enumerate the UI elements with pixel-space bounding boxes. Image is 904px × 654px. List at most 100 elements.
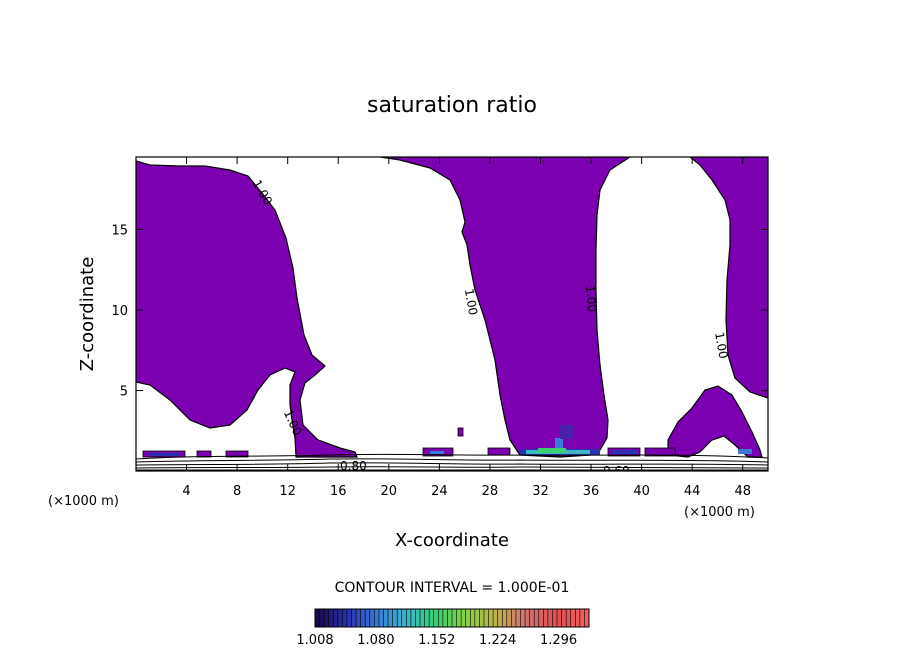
patch — [225, 450, 249, 458]
colorbar-cell — [315, 609, 321, 627]
colorbar-cell — [342, 609, 348, 627]
colorbar-cell — [429, 609, 435, 627]
colorbar-cell — [470, 609, 476, 627]
contour-label: 1.00 — [462, 288, 480, 317]
x-tick-label: 24 — [431, 484, 448, 499]
colorbar-cell — [493, 609, 499, 627]
colorbar-frame — [314, 608, 590, 628]
x-unit-right: (×1000 m) — [684, 505, 755, 520]
contour-interval: CONTOUR INTERVAL = 1.000E-01 — [335, 580, 570, 596]
colorbar-cell — [566, 609, 572, 627]
colorbar-cell — [525, 609, 531, 627]
colorbar-cell — [397, 609, 403, 627]
colorbar-cell — [415, 609, 421, 627]
colorbar-cell — [365, 609, 371, 627]
contour-label: 0.60 — [603, 464, 630, 478]
colorbar-cell — [401, 609, 407, 627]
colorbar-tick-label: 1.008 — [296, 633, 333, 648]
core — [430, 451, 444, 454]
colorbar-cell — [579, 609, 585, 627]
colorbar-cell — [543, 609, 549, 627]
x-tick-label: 16 — [330, 484, 347, 499]
colorbar-cell — [461, 609, 467, 627]
plot-area: 1.001.00 1.001.001.000.80 0.60 — [136, 157, 768, 478]
colorbar-cell — [324, 609, 330, 627]
high-saturation-cores — [150, 425, 752, 456]
colorbar-cell — [547, 609, 553, 627]
colorbar-cell — [488, 609, 494, 627]
colorbar-cell — [328, 609, 334, 627]
colorbar-cell — [452, 609, 458, 627]
colorbar-cell — [374, 609, 380, 627]
patch — [457, 427, 464, 437]
core — [555, 438, 563, 448]
colorbar-cell — [474, 609, 480, 627]
colorbar-cell — [337, 609, 343, 627]
patch — [487, 447, 511, 456]
colorbar-cell — [538, 609, 544, 627]
colorbar-cell — [447, 609, 453, 627]
core — [560, 425, 574, 439]
colorbar-cell — [392, 609, 398, 627]
colorbar-cell — [511, 609, 517, 627]
colorbar-cell — [575, 609, 581, 627]
patch — [644, 447, 676, 457]
colorbar-cell — [529, 609, 535, 627]
y-tick-label: 5 — [120, 384, 128, 399]
colorbar-cell — [584, 609, 590, 627]
colorbar-cell — [465, 609, 471, 627]
colorbar-cell — [456, 609, 462, 627]
x-axis-label: X-coordinate — [395, 530, 509, 551]
colorbar-cell — [506, 609, 512, 627]
colorbar-tick-label: 1.296 — [540, 633, 577, 648]
colorbar-cell — [497, 609, 503, 627]
contour-label: 1.00 — [712, 331, 730, 360]
colorbar-cell — [351, 609, 357, 627]
contour-labels: 1.001.00 1.001.001.000.80 0.60 — [250, 177, 731, 478]
region-right-lobe — [667, 385, 763, 458]
x-tick-label: 4 — [182, 484, 190, 499]
core — [738, 449, 752, 454]
colorbar-cell — [356, 609, 362, 627]
core — [150, 453, 180, 456]
colorbar-cell — [438, 609, 444, 627]
x-tick-label: 32 — [532, 484, 549, 499]
colorbar-cell — [424, 609, 430, 627]
core — [612, 450, 638, 454]
colorbar-cell — [570, 609, 576, 627]
x-tick-label: 36 — [583, 484, 600, 499]
region-left-plume — [136, 160, 358, 458]
colorbar-cell — [561, 609, 567, 627]
colorbar-cell — [388, 609, 394, 627]
colorbar-cell — [333, 609, 339, 627]
colorbar-cell — [483, 609, 490, 627]
y-tick-label: 10 — [111, 304, 128, 319]
colorbar-cell — [346, 609, 353, 627]
colorbar-cell — [479, 609, 485, 627]
colorbar-cell — [520, 609, 526, 627]
colorbar-cell — [319, 609, 325, 627]
x-tick-label: 44 — [684, 484, 701, 499]
colorbar-cell — [383, 609, 389, 627]
colorbar: 1.008 1.080 1.152 1.224 1.296 — [296, 608, 590, 648]
supersaturated-regions — [136, 157, 768, 458]
colorbar-cell — [534, 609, 540, 627]
colorbar-tick-label: 1.152 — [418, 633, 455, 648]
x-axis: 4 8 12 16 20 24 28 32 36 40 44 48 — [182, 157, 751, 499]
colorbar-cell — [360, 609, 366, 627]
plot-frame — [135, 156, 769, 472]
colorbar-cell — [557, 609, 563, 627]
x-tick-label: 40 — [633, 484, 650, 499]
low-contours — [136, 453, 768, 471]
x-tick-label: 12 — [279, 484, 296, 499]
colorbar-cell — [406, 609, 412, 627]
y-tick-label: 15 — [111, 223, 128, 238]
x-tick-label: 20 — [381, 484, 398, 499]
x-tick-label: 28 — [482, 484, 499, 499]
region-right-plume — [689, 157, 768, 399]
colorbar-cell — [515, 609, 521, 627]
colorbar-cell — [378, 609, 384, 627]
chart-title: saturation ratio — [367, 93, 537, 118]
colorbar-cell — [420, 609, 426, 627]
